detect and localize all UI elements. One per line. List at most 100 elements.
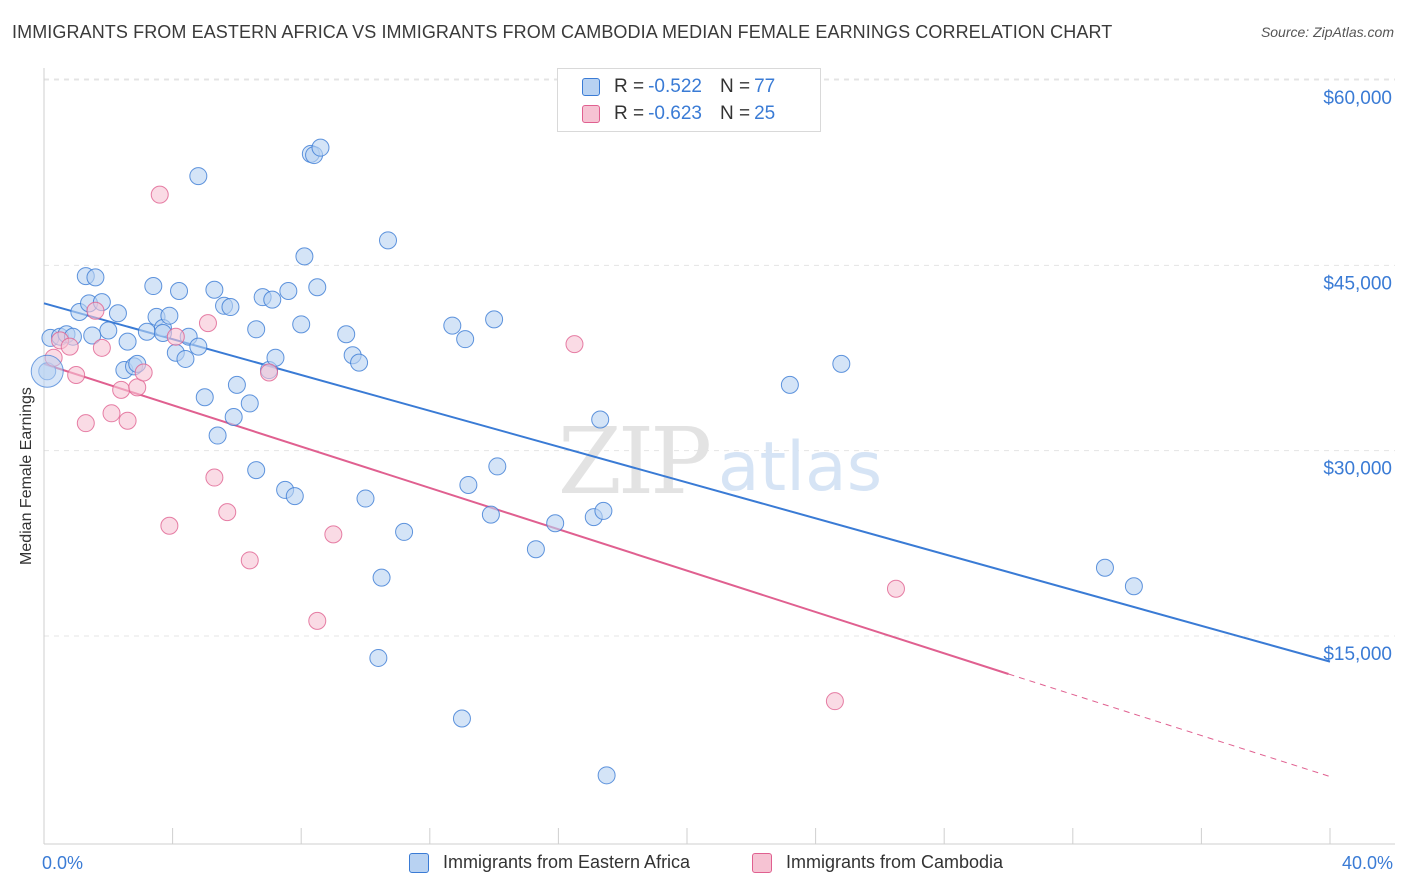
legend-r-label: R = — [614, 103, 645, 124]
point-cambodia — [128, 378, 147, 397]
point-eastern-africa — [832, 354, 851, 373]
point-eastern-africa — [379, 231, 398, 250]
point-eastern-africa — [279, 281, 298, 300]
point-cambodia — [118, 411, 137, 430]
y-tick-label: $45,000 — [1323, 273, 1392, 294]
legend-row-eastern-africa: R = -0.522 N = 77 — [582, 74, 775, 100]
point-eastern-africa — [356, 489, 375, 508]
point-cambodia — [218, 503, 237, 522]
point-cambodia — [308, 611, 327, 630]
x-tick-label-end: 40.0% — [1342, 853, 1393, 873]
point-eastern-africa — [292, 315, 311, 334]
point-eastern-africa — [99, 321, 118, 340]
point-eastern-africa — [459, 475, 478, 494]
point-eastern-africa — [285, 487, 304, 506]
legend-n-value: 77 — [754, 76, 776, 97]
point-cambodia — [67, 366, 86, 384]
trend-line-cambodia-extrapolated — [1008, 673, 1331, 778]
point-cambodia — [240, 551, 259, 570]
point-eastern-africa — [227, 375, 246, 394]
point-eastern-africa — [597, 766, 616, 785]
legend-swatch-pink — [582, 105, 600, 123]
point-eastern-africa — [295, 247, 314, 266]
legend-n-label: N = — [719, 76, 751, 97]
watermark: ZIP atlas — [558, 408, 882, 515]
legend-item-cambodia: Immigrants from Cambodia — [752, 852, 1003, 873]
point-eastern-africa — [1124, 577, 1143, 596]
legend-swatch-pink — [752, 852, 772, 873]
point-eastern-africa — [481, 505, 500, 524]
watermark-atlas: atlas — [718, 428, 882, 507]
y-tick-label: $30,000 — [1323, 459, 1392, 480]
point-cambodia — [92, 338, 111, 357]
point-eastern-africa — [526, 540, 545, 559]
legend-r-value: -0.522 — [648, 76, 702, 97]
point-cambodia — [166, 327, 185, 346]
point-eastern-africa — [189, 337, 208, 356]
y-tick-label: $60,000 — [1323, 88, 1392, 109]
legend-n-label: N = — [719, 103, 751, 124]
x-tick-label-start: 0.0% — [42, 853, 83, 873]
point-eastern-africa — [83, 326, 102, 345]
trend-line-eastern-africa — [43, 302, 1331, 663]
trend-line-cambodia — [43, 362, 1009, 675]
point-cambodia — [112, 380, 131, 399]
legend-item-label: Immigrants from Eastern Africa — [443, 852, 691, 872]
point-eastern-africa — [160, 306, 179, 325]
legend-r-label: R = — [614, 76, 645, 97]
watermark-zip: ZIP — [558, 408, 709, 515]
y-axis-label: Median Female Earnings — [18, 387, 35, 565]
trend-lines — [43, 302, 1331, 778]
point-eastern-africa — [395, 522, 414, 541]
point-cambodia — [260, 363, 279, 382]
point-eastern-africa — [369, 648, 388, 667]
point-eastern-africa — [144, 277, 163, 296]
point-cambodia — [198, 314, 217, 333]
legend-row-cambodia: R = -0.623 N = 25 — [582, 101, 775, 127]
point-cambodia — [324, 525, 343, 544]
point-eastern-africa — [176, 349, 195, 368]
point-eastern-africa — [221, 298, 240, 317]
legend-swatch-blue — [582, 78, 600, 96]
point-eastern-africa — [208, 426, 227, 445]
chart-title: IMMIGRANTS FROM EASTERN AFRICA VS IMMIGR… — [12, 22, 1113, 42]
point-eastern-africa — [118, 332, 137, 351]
data-points — [30, 138, 1143, 785]
point-eastern-africa — [1095, 558, 1114, 577]
point-cambodia — [86, 301, 105, 320]
point-eastern-africa — [372, 568, 391, 587]
point-eastern-africa — [311, 138, 330, 157]
point-eastern-africa — [189, 167, 208, 186]
point-eastern-africa — [337, 325, 356, 344]
point-eastern-africa — [780, 375, 799, 394]
legend-n-value: 25 — [754, 103, 776, 124]
point-cambodia — [102, 404, 121, 423]
point-eastern-africa — [266, 348, 285, 367]
point-cambodia — [886, 579, 905, 598]
point-eastern-africa — [247, 461, 266, 480]
point-cambodia — [160, 516, 179, 535]
correlation-legend: R = -0.522 N = 77 R = -0.623 N = 25 — [557, 68, 821, 132]
point-eastern-africa — [86, 268, 105, 287]
point-eastern-africa — [452, 709, 471, 728]
point-eastern-africa — [205, 280, 224, 299]
point-eastern-africa — [443, 316, 462, 335]
point-eastern-africa — [170, 281, 189, 300]
point-eastern-africa — [350, 353, 369, 372]
point-eastern-africa — [594, 501, 613, 520]
legend-item-label: Immigrants from Cambodia — [786, 852, 1004, 872]
point-eastern-africa — [108, 304, 127, 323]
point-cambodia — [134, 363, 153, 382]
point-eastern-africa — [240, 394, 259, 413]
point-cambodia — [76, 414, 95, 433]
point-eastern-africa — [263, 290, 282, 309]
point-eastern-africa — [247, 320, 266, 339]
point-eastern-africa — [546, 514, 565, 533]
tick-labels: $15,000 $30,000 $45,000 $60,000 0.0% 40.0% — [42, 88, 1393, 873]
point-eastern-africa — [308, 278, 327, 297]
legend-r-value: -0.623 — [648, 103, 702, 124]
point-eastern-africa — [456, 330, 475, 349]
point-cambodia — [825, 692, 844, 711]
series-legend: Immigrants from Eastern Africa Immigrant… — [0, 852, 1406, 876]
legend-swatch-blue — [409, 852, 429, 873]
